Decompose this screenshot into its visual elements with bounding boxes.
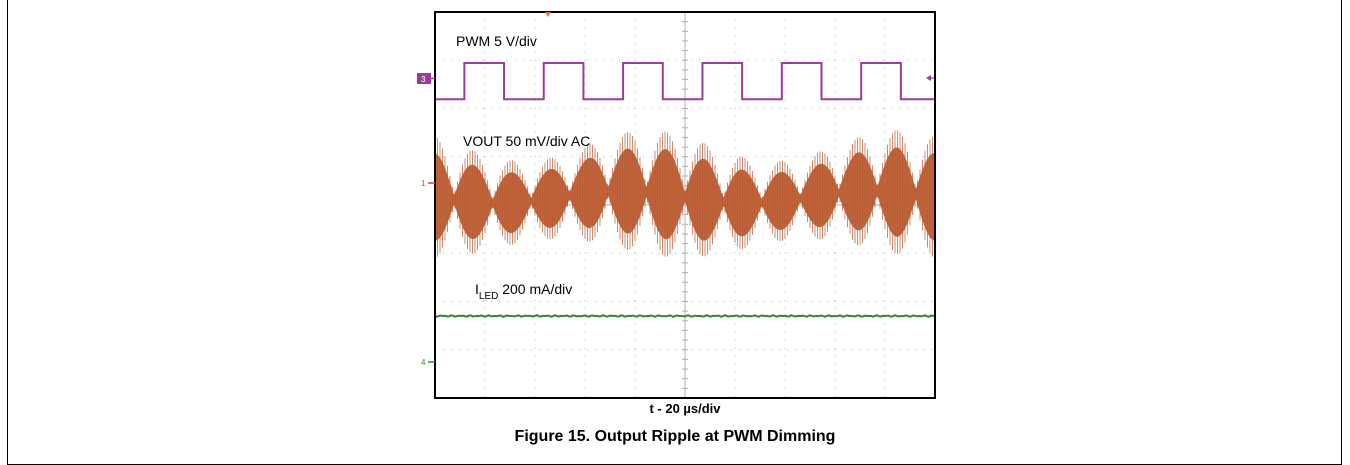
iled-channel-label: ILED 200 mA/div [475, 281, 572, 302]
iled-label-rest: 200 mA/div [498, 281, 572, 297]
iled-label-subscript: LED [479, 291, 498, 302]
channel-1-marker: 1 [421, 179, 435, 188]
iled-trace [434, 314, 936, 318]
channel-4-marker: 4 [421, 358, 435, 367]
figure-caption: Figure 15. Output Ripple at PWM Dimming [514, 428, 836, 445]
channel-1-number: 1 [421, 179, 426, 188]
channel-3-number: 3 [421, 75, 426, 84]
vout-ripple-core [435, 147, 935, 241]
trigger-marker [545, 12, 551, 17]
pwm-channel-label: PWM 5 V/div [456, 33, 537, 49]
time-axis-label: t - 20 µs/div [649, 401, 721, 416]
pwm-trace [435, 62, 935, 101]
iled-label-main: I [475, 281, 479, 297]
channel-4-number: 4 [421, 358, 426, 367]
scope-frame [434, 11, 936, 399]
channel-3-marker: 3 [417, 73, 435, 84]
vout-channel-label: VOUT 50 mV/div AC [463, 133, 590, 149]
right-reference-arrow [926, 75, 934, 81]
